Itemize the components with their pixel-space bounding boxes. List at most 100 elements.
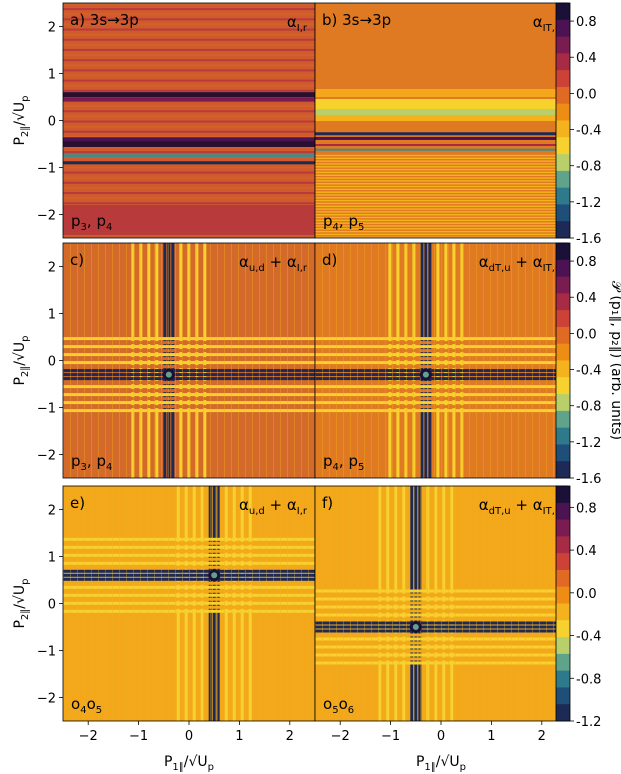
colorbar-swatch <box>556 704 570 722</box>
panel-term: αu,d + αI,r <box>239 496 308 517</box>
x-tick-label: 0 <box>185 729 193 744</box>
y-tick-label: −2 <box>37 692 56 707</box>
panel-corner-label: o5o6 <box>323 695 354 716</box>
colorbar-tick-label: 0.8 <box>576 15 597 30</box>
colorbar-tick-label: 0.4 <box>576 291 597 306</box>
panel-label: d) <box>322 251 337 269</box>
colorbar-swatch <box>556 519 570 537</box>
colorbar-swatch <box>556 154 570 172</box>
y-tick-label: 0 <box>48 355 56 370</box>
colorbar-swatch <box>556 187 570 205</box>
y-tick-label: 2 <box>48 261 56 276</box>
y-tick-label: 1 <box>48 68 56 83</box>
panel-corner-label: p3, p4 <box>71 452 112 473</box>
colorbar-swatch <box>556 53 570 71</box>
colorbar-tick-label: 0.0 <box>576 587 597 602</box>
colorbar-swatch <box>556 120 570 138</box>
x-tick-label: 1 <box>235 729 243 744</box>
panel-label: e) <box>70 494 85 512</box>
colorbar-tick-label: -1.6 <box>576 232 601 247</box>
colorbar-swatch <box>556 326 570 345</box>
colorbar-tick-label: 0.4 <box>576 544 597 559</box>
y-tick-label: −1 <box>37 645 56 660</box>
panel-corner-label: p3, p4 <box>71 212 112 233</box>
colorbar-tick-label: -0.4 <box>576 124 601 139</box>
colorbar-swatch <box>556 553 570 571</box>
colorbar-swatch <box>556 360 570 378</box>
panel-label: f) <box>322 494 333 512</box>
y-tick-label: 0 <box>48 598 56 613</box>
colorbar-0: 0.8 0.4 0.0 -0.4 -0.8 -1.2 -1.6 <box>555 2 601 247</box>
colorbar-swatch <box>556 536 570 554</box>
colorbar-label: 𝒫 (p₁∥, p₂∥) (arb. units) <box>608 281 621 440</box>
colorbar-swatch <box>556 461 570 479</box>
panel-term: αdT,u + αIT,r <box>479 496 560 517</box>
colorbar-swatch <box>556 427 570 445</box>
colorbar-swatch <box>556 394 570 412</box>
y-tick-label: 1 <box>48 308 56 323</box>
panel-a: a) 3s→3p αI,r p3, p4 2 1 0 −1 −2 <box>37 2 316 239</box>
panel-corner-label: p4, p5 <box>323 212 364 233</box>
colorbar-swatch <box>556 3 570 21</box>
colorbar-tick-label: -1.6 <box>576 472 601 487</box>
panel-term: αI,r <box>287 13 308 34</box>
colorbar-swatch <box>556 410 570 429</box>
y-axis-label: P2∥/√Up <box>12 335 31 385</box>
colorbar-swatch <box>556 486 570 504</box>
y-tick-label: −1 <box>37 162 56 177</box>
colorbar-tick-label: -0.4 <box>576 364 601 379</box>
colorbar-swatch <box>556 586 570 604</box>
colorbar-swatch <box>556 670 570 688</box>
panel-term: αdT,u + αIT,r <box>479 253 560 274</box>
colorbar-tick-label: -1.2 <box>576 436 601 451</box>
heatmap-panels: a) 3s→3p αI,r p3, p4 2 1 0 −1 −2 b) 3s→3p αIT,r p4… <box>37 2 568 744</box>
y-tick-label: 0 <box>48 115 56 130</box>
y-tick-label: 2 <box>48 504 56 519</box>
colorbar-tick-label: -0.8 <box>576 400 601 415</box>
colorbar-swatch <box>556 221 570 239</box>
panel-corner-label: o4o5 <box>71 695 102 716</box>
colorbar-swatch <box>556 19 570 38</box>
colorbar-swatch <box>556 343 570 361</box>
colorbar-swatch <box>556 170 570 189</box>
x-axis-label: P1∥/√Up <box>416 754 466 773</box>
colorbar-tick-label: 0.8 <box>576 255 597 270</box>
colorbar-2: 0.8 0.4 0.0 -0.4 -0.8 -1.2 <box>555 485 601 730</box>
panel-b: b) 3s→3p αIT,r p4, p5 <box>314 2 568 239</box>
colorbar-1: 0.8 0.4 0.0 -0.4 -0.8 -1.2 -1.6 <box>555 242 601 487</box>
x-tick-label: −2 <box>331 729 350 744</box>
colorbar-swatch <box>556 377 570 395</box>
axes-labels: P2∥/√Up P2∥/√Up P2∥/√Up P1∥/√Up P1∥/√Up <box>12 95 466 773</box>
x-tick-label: −1 <box>129 729 148 744</box>
colorbar-tick-label: -0.8 <box>576 672 601 687</box>
x-tick-label: 2 <box>538 729 546 744</box>
colorbar-tick-label: 0.0 <box>576 327 597 342</box>
colorbar-swatch <box>556 653 570 672</box>
colorbar-swatch <box>556 620 570 638</box>
panel-c: c) αu,d + αI,r p3, p4 2 1 0 −1 −2 <box>37 242 316 479</box>
colorbar-tick-label: 0.4 <box>576 51 597 66</box>
colorbar-swatch <box>556 86 570 105</box>
panel-label: b) 3s→3p <box>322 11 391 29</box>
colorbar-tick-label: 0.0 <box>576 87 597 102</box>
colorbars: 0.8 0.4 0.0 -0.4 -0.8 -1.2 -1.6 0.8 0.4 0.0 -0.4 -0… <box>555 2 621 730</box>
colorbar-tick-label: -0.4 <box>576 630 601 645</box>
panel-f: f) αdT,u + αIT,r o5o6 −2 −1 0 1 2 <box>314 485 568 744</box>
colorbar-swatch <box>556 36 570 54</box>
x-tick-label: −1 <box>381 729 400 744</box>
y-axis-label: P2∥/√Up <box>12 578 31 628</box>
colorbar-tick-label: -1.2 <box>576 196 601 211</box>
colorbar-swatch <box>556 103 570 121</box>
y-axis-label: P2∥/√Up <box>12 95 31 145</box>
x-tick-label: 1 <box>487 729 495 744</box>
y-tick-label: −2 <box>37 209 56 224</box>
colorbar-swatch <box>556 603 570 621</box>
colorbar-swatch <box>556 687 570 705</box>
colorbar-swatch <box>556 137 570 155</box>
y-tick-label: 1 <box>48 551 56 566</box>
colorbar-swatch <box>556 70 570 88</box>
colorbar-swatch <box>556 259 570 278</box>
panel-label: a) 3s→3p <box>70 11 139 29</box>
x-tick-label: 2 <box>286 729 294 744</box>
